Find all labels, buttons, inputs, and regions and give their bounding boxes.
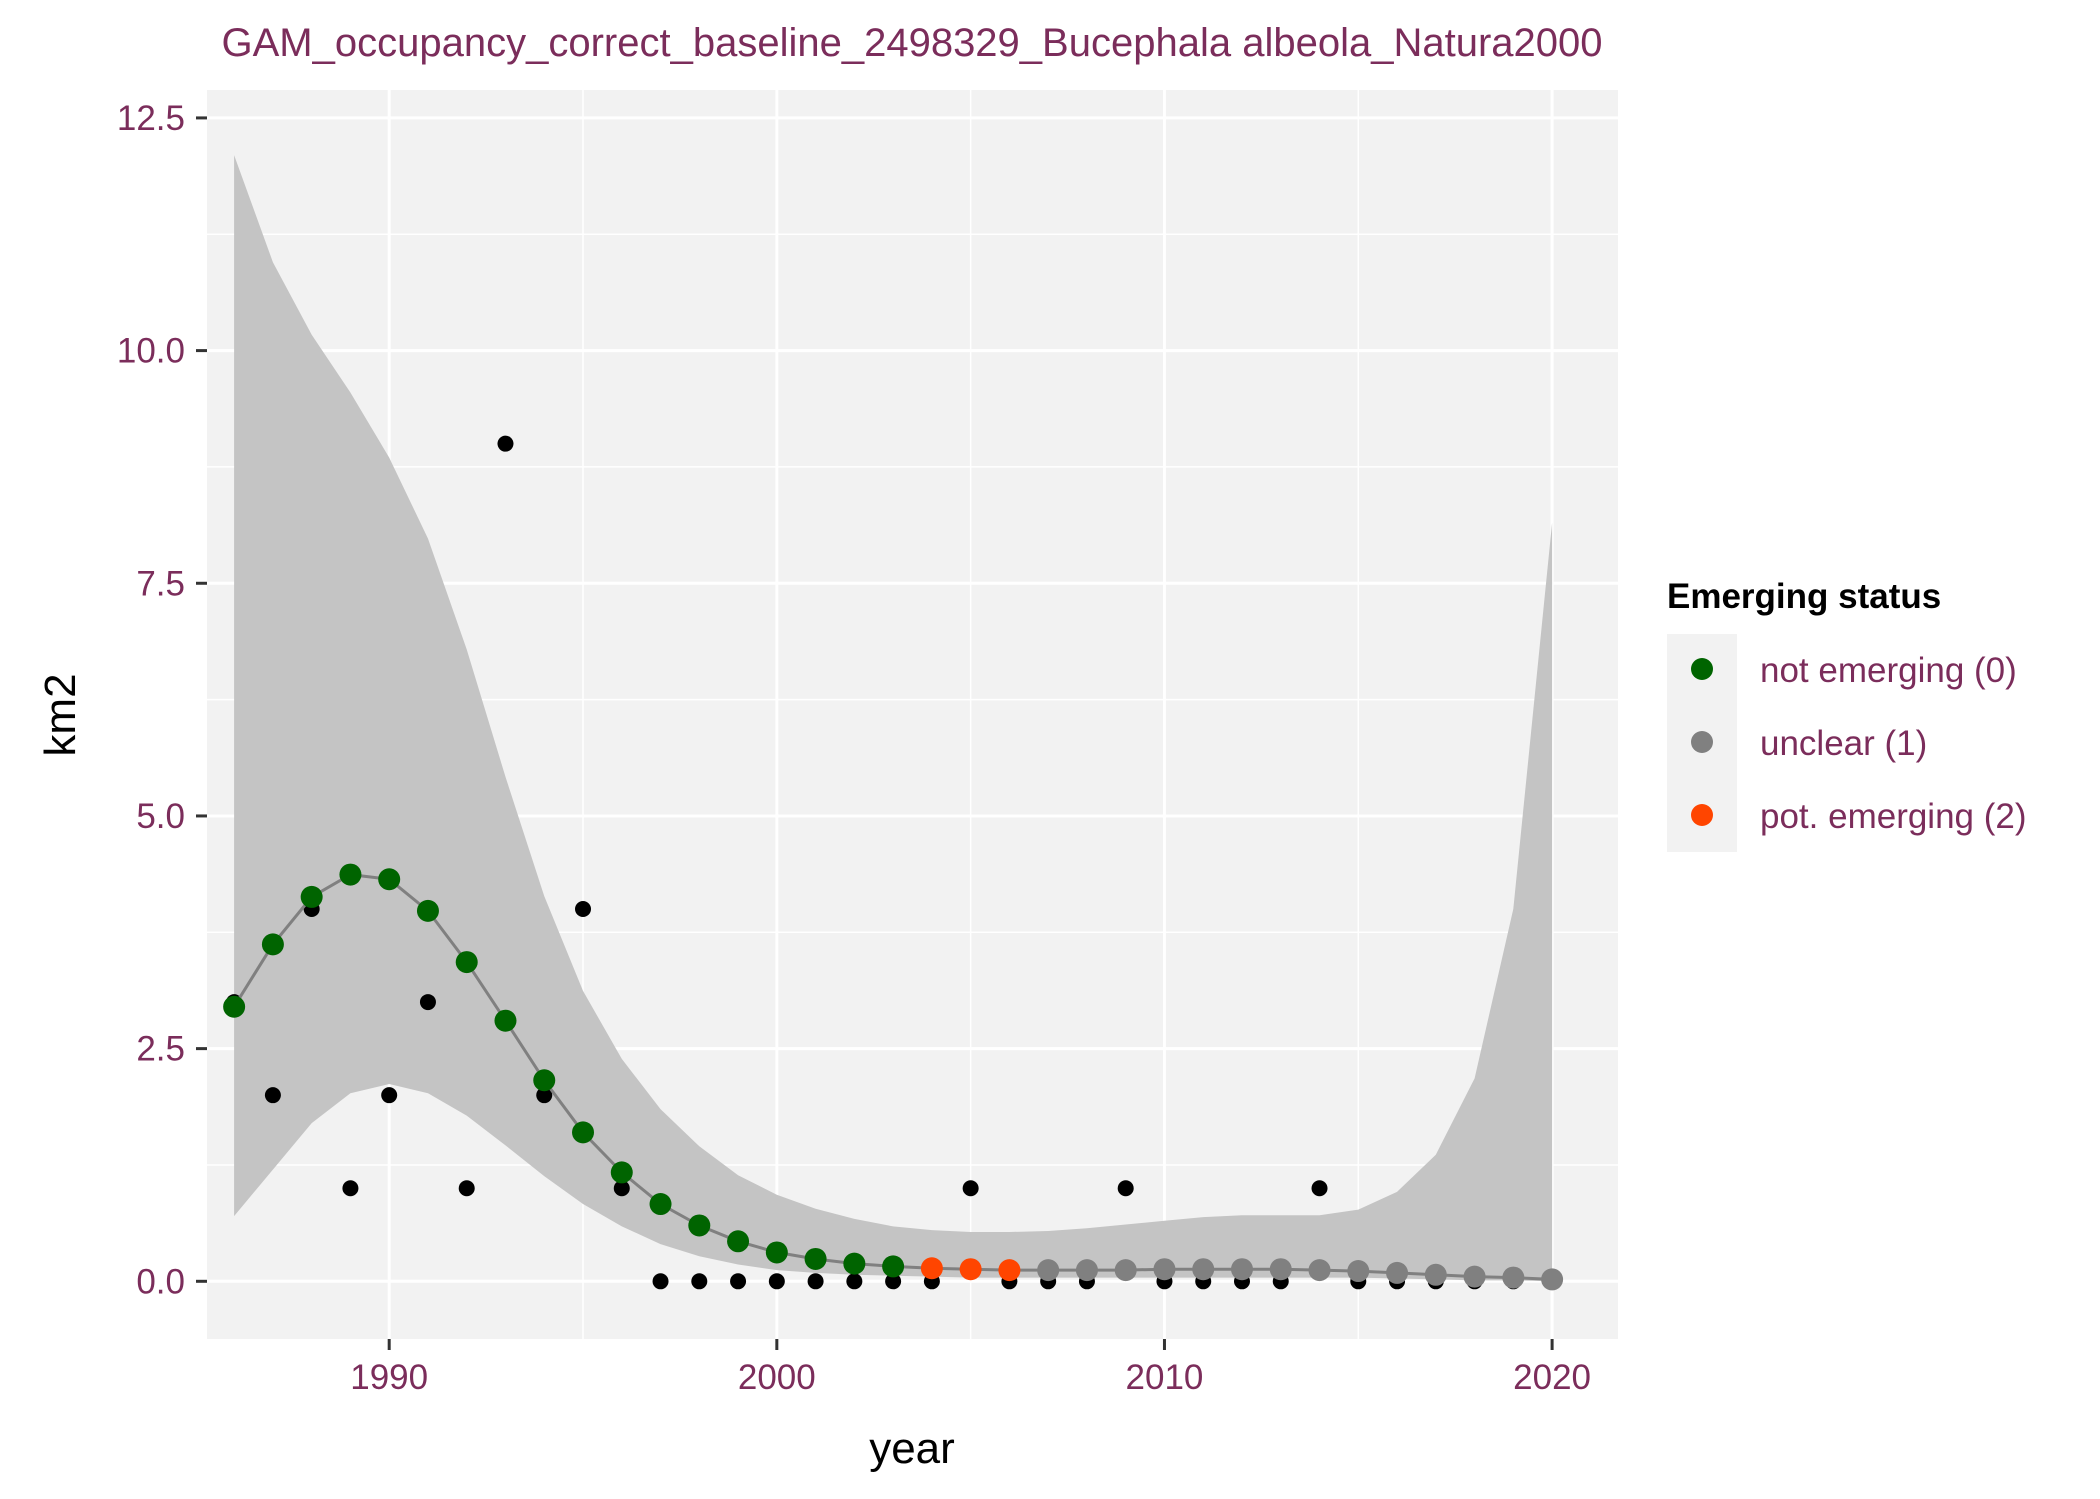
fit-point: [649, 1193, 672, 1216]
fit-point: [920, 1257, 943, 1280]
fit-point: [1114, 1259, 1137, 1282]
grid-minor: [207, 90, 1618, 1339]
observed-point: [962, 1180, 979, 1197]
y-tick-label: 5.0: [136, 797, 185, 836]
fit-point: [765, 1241, 788, 1264]
x-tick-label: 2010: [1126, 1358, 1204, 1397]
observed-point: [536, 1087, 553, 1104]
chart-title: GAM_occupancy_correct_baseline_2498329_B…: [222, 21, 1603, 65]
fit-point: [959, 1258, 982, 1281]
observed-point: [846, 1273, 863, 1290]
legend-label: pot. emerging (2): [1760, 797, 2027, 836]
observed-point: [497, 435, 514, 452]
y-tick-label: 10.0: [117, 332, 185, 371]
legend-title: Emerging status: [1667, 577, 1941, 616]
observed-point: [691, 1273, 708, 1290]
fit-point: [727, 1230, 750, 1253]
fit-point: [572, 1121, 595, 1144]
fit-point: [804, 1247, 827, 1270]
legend-key: [1691, 804, 1713, 826]
fit-point: [998, 1259, 1021, 1282]
fit-point: [1541, 1268, 1564, 1291]
x-tick-label: 2000: [738, 1358, 816, 1397]
fit-point: [1386, 1261, 1409, 1284]
observed-point: [342, 1180, 359, 1197]
fit-point: [1230, 1258, 1253, 1281]
fit-point: [378, 868, 401, 891]
legend-key: [1691, 731, 1713, 753]
fit-point: [339, 863, 362, 886]
legend: Emerging status not emerging (0) unclear …: [1667, 577, 2027, 852]
y-tick-label: 2.5: [136, 1030, 185, 1069]
confidence-ribbon: [234, 155, 1553, 1282]
y-axis-label: km2: [36, 673, 85, 756]
observed-point: [458, 1180, 475, 1197]
y-axis: 0.0 2.5 5.0 7.5 10.0 12.5: [117, 99, 207, 1301]
x-axis-label: year: [869, 1424, 955, 1473]
x-tick-label: 2020: [1513, 1358, 1591, 1397]
fit-point: [416, 899, 439, 922]
fit-point: [882, 1255, 905, 1278]
observed-point: [264, 1087, 281, 1104]
observed-point: [575, 901, 592, 918]
fit-points: [223, 863, 1564, 1291]
fit-point: [300, 885, 323, 908]
observed-point: [419, 994, 436, 1011]
fit-point: [1502, 1266, 1525, 1289]
y-tick-label: 0.0: [136, 1262, 185, 1301]
fit-point: [1269, 1258, 1292, 1281]
observed-point: [730, 1273, 747, 1290]
fit-point: [688, 1214, 711, 1237]
fit-point: [533, 1069, 556, 1092]
observed-point: [613, 1180, 630, 1197]
observed-point: [807, 1273, 824, 1290]
observed-point: [885, 1273, 902, 1290]
fit-point: [1153, 1258, 1176, 1281]
fit-point: [261, 933, 284, 956]
observed-point: [381, 1087, 398, 1104]
observed-point: [1311, 1180, 1328, 1197]
legend-entries: not emerging (0) unclear (1) pot. emerging…: [1691, 651, 2027, 836]
y-tick-label: 12.5: [117, 99, 185, 138]
fit-point: [223, 995, 246, 1018]
x-axis: 1990 2000 2010 2020: [350, 1339, 1591, 1397]
fit-point: [1075, 1259, 1098, 1282]
fit-point: [1308, 1259, 1331, 1282]
observed-point: [652, 1273, 669, 1290]
fit-point: [1463, 1265, 1486, 1288]
fit-point: [1424, 1263, 1447, 1286]
observed-point: [768, 1273, 785, 1290]
legend-label: not emerging (0): [1760, 651, 2017, 690]
x-tick-label: 1990: [350, 1358, 428, 1397]
fit-point: [1192, 1258, 1215, 1281]
observed-point: [1117, 1180, 1134, 1197]
fit-point: [1037, 1259, 1060, 1282]
fit-point: [1347, 1260, 1370, 1283]
fit-point: [610, 1161, 633, 1184]
fit-point: [494, 1009, 517, 1032]
y-tick-label: 7.5: [136, 564, 185, 603]
fit-point: [843, 1252, 866, 1275]
fit-point: [455, 951, 478, 974]
legend-key: [1691, 658, 1713, 680]
legend-label: unclear (1): [1760, 724, 1927, 763]
